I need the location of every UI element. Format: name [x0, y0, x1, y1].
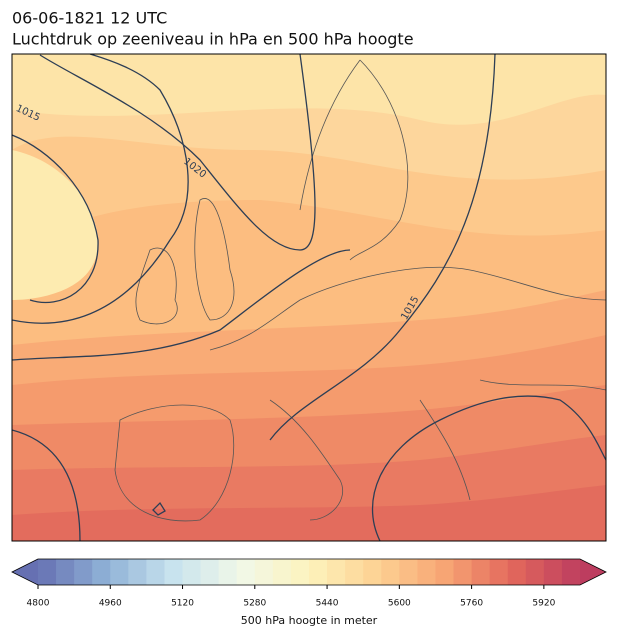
colorbar-band [435, 559, 455, 585]
colorbar-band [38, 559, 57, 585]
colorbar-band [74, 559, 93, 585]
colorbar-tick-label: 5120 [171, 599, 194, 609]
colorbar-tick-label: 4800 [27, 599, 50, 609]
colorbar-band [561, 559, 581, 585]
colorbar-band [56, 559, 75, 585]
colorbar-band [146, 559, 165, 585]
colorbar-band [309, 559, 328, 585]
colorbar-band [381, 559, 400, 585]
colorbar-band [218, 559, 238, 585]
colorbar-band [290, 559, 310, 585]
colorbar-band [345, 559, 364, 585]
map [12, 54, 606, 541]
colorbar-tick-label: 5920 [532, 599, 555, 609]
colorbar-band [453, 559, 473, 585]
colorbar-band [507, 559, 527, 585]
chart-title: Luchtdruk op zeeniveau in hPa en 500 hPa… [12, 30, 414, 49]
colorbar-outline [11, 558, 607, 586]
colorbar-band [92, 559, 111, 585]
colorbar-band [417, 559, 436, 585]
coastlines [114, 59, 606, 522]
colorbar-band [254, 559, 274, 585]
colorbar-band [525, 559, 545, 585]
colorbar-band [128, 559, 147, 585]
colorbar-band [200, 559, 220, 585]
colorbar-band [489, 559, 509, 585]
colorbar-extend [580, 559, 606, 585]
colorbar-band [327, 559, 346, 585]
height-band [12, 485, 606, 541]
isobars [12, 54, 606, 541]
colorbar-band [272, 559, 292, 585]
colorbar-band [399, 559, 418, 585]
colorbar-band [363, 559, 382, 585]
colorbar-label: 500 hPa hoogte in meter [241, 614, 378, 627]
colorbar-tick-label: 4960 [99, 599, 122, 609]
colorbar-tick-label: 5760 [460, 599, 483, 609]
map-frame [11, 53, 607, 542]
colorbar-band [471, 559, 491, 585]
colorbar-band [164, 559, 184, 585]
height-band [12, 150, 99, 300]
colorbar-extend [12, 559, 38, 585]
colorbar-band [543, 559, 563, 585]
colorbar-band [182, 559, 202, 585]
colorbar-tick-label: 5280 [243, 599, 266, 609]
colorbar-tick-label: 5600 [388, 599, 411, 609]
colorbar-band [110, 559, 129, 585]
date-title: 06-06-1821 12 UTC [12, 9, 167, 28]
colorbar-band [236, 559, 256, 585]
colorbar-tick-label: 5440 [316, 599, 339, 609]
